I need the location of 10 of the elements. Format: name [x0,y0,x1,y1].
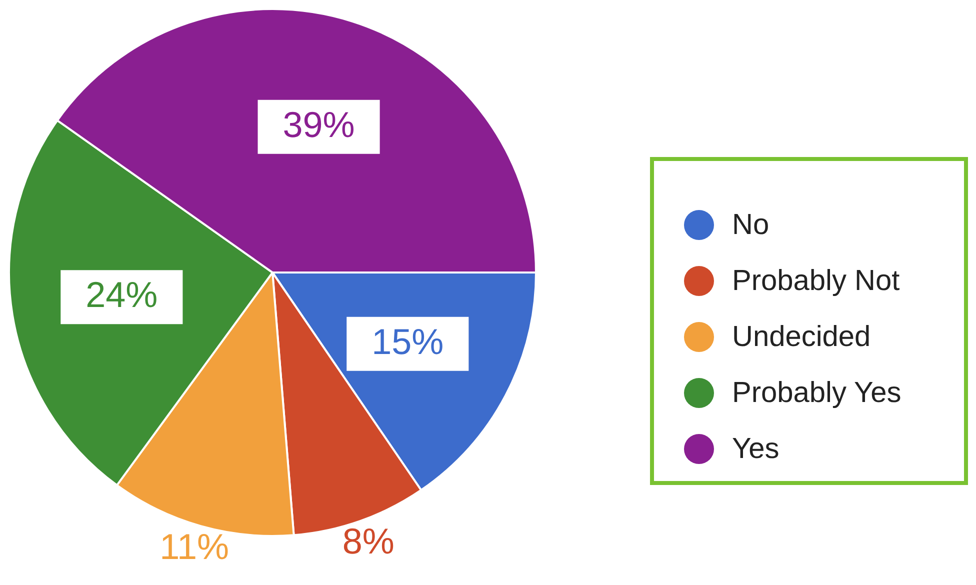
data-label: 24% [86,274,158,316]
legend-label: No [732,208,770,242]
legend-label: Undecided [732,320,871,354]
legend-label: Probably Not [732,264,900,298]
data-label: 39% [282,104,355,145]
legend-label: Probably Yes [732,376,902,410]
data-label: 11% [160,526,230,568]
data-label: 8% [342,520,394,562]
data-label: 15% [372,320,444,362]
legend-label: Yes [732,432,780,466]
